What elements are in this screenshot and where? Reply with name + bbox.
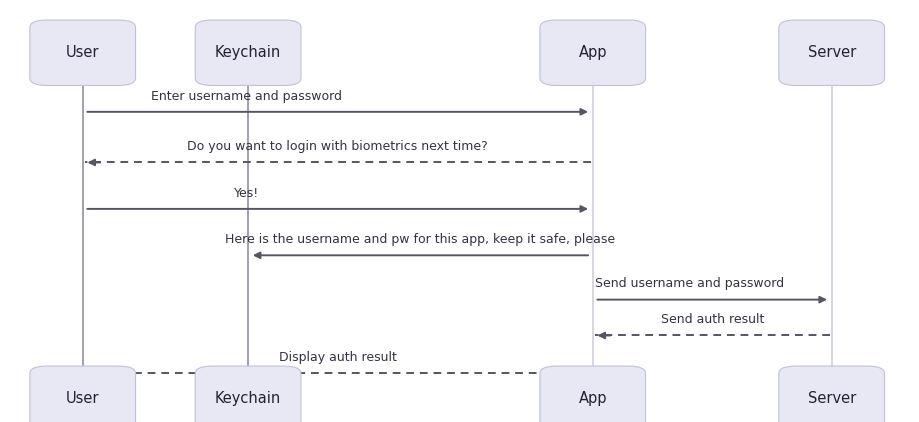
Text: User: User (66, 391, 99, 406)
Text: Send username and password: Send username and password (595, 277, 784, 290)
FancyBboxPatch shape (540, 366, 645, 422)
Text: User: User (66, 45, 99, 60)
Text: Server: Server (808, 391, 856, 406)
Text: App: App (578, 45, 607, 60)
Text: Send auth result: Send auth result (661, 313, 764, 326)
FancyBboxPatch shape (196, 366, 301, 422)
Text: Keychain: Keychain (215, 391, 281, 406)
Text: App: App (578, 391, 607, 406)
Text: Display auth result: Display auth result (278, 351, 397, 364)
FancyBboxPatch shape (540, 20, 645, 85)
FancyBboxPatch shape (779, 366, 884, 422)
Text: Do you want to login with biometrics next time?: Do you want to login with biometrics nex… (187, 140, 488, 153)
FancyBboxPatch shape (196, 20, 301, 85)
FancyBboxPatch shape (29, 20, 136, 85)
FancyBboxPatch shape (29, 366, 136, 422)
Text: Enter username and password: Enter username and password (152, 89, 343, 103)
Text: Here is the username and pw for this app, keep it safe, please: Here is the username and pw for this app… (225, 233, 616, 246)
Text: Server: Server (808, 45, 856, 60)
FancyBboxPatch shape (779, 20, 884, 85)
Text: Yes!: Yes! (234, 187, 259, 200)
Text: Keychain: Keychain (215, 45, 281, 60)
